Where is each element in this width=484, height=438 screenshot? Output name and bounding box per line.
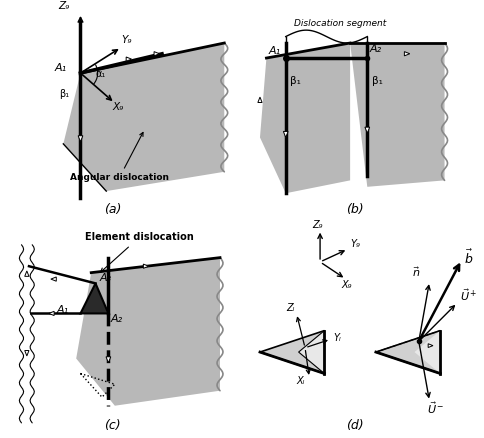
Text: Element dislocation: Element dislocation (85, 233, 194, 272)
Text: $\vec{n}$: $\vec{n}$ (412, 265, 421, 279)
Polygon shape (428, 344, 433, 347)
Text: Y₉: Y₉ (350, 239, 360, 249)
Text: (a): (a) (104, 202, 121, 215)
Polygon shape (260, 331, 324, 374)
Polygon shape (154, 52, 159, 56)
Text: A₁: A₁ (55, 63, 67, 73)
Text: α₁: α₁ (95, 69, 106, 79)
Polygon shape (404, 52, 410, 56)
Text: (b): (b) (346, 202, 363, 215)
Text: Yₗ: Yₗ (333, 333, 341, 343)
Polygon shape (126, 57, 132, 61)
Polygon shape (106, 357, 111, 363)
Text: $\vec{U}^+$: $\vec{U}^+$ (460, 287, 477, 303)
Text: Z₉: Z₉ (59, 1, 70, 11)
Text: β₁: β₁ (290, 76, 301, 86)
Text: $\vec{b}$: $\vec{b}$ (464, 249, 473, 267)
Text: X₉: X₉ (342, 280, 352, 290)
Text: A₂: A₂ (369, 44, 381, 53)
Polygon shape (49, 311, 54, 315)
Text: A₁: A₁ (269, 46, 281, 56)
Polygon shape (350, 43, 445, 187)
Polygon shape (25, 271, 29, 276)
Text: Angular dislocation: Angular dislocation (70, 132, 169, 182)
Polygon shape (78, 136, 83, 142)
Text: Dislocation segment: Dislocation segment (294, 19, 387, 28)
Text: A₂: A₂ (110, 314, 122, 324)
Text: (c): (c) (105, 419, 121, 432)
Polygon shape (376, 331, 440, 374)
Text: Xₗ: Xₗ (297, 376, 305, 386)
Polygon shape (299, 331, 324, 374)
Text: Y₉: Y₉ (121, 35, 132, 45)
Polygon shape (25, 350, 29, 356)
Text: A₃: A₃ (100, 273, 112, 283)
Polygon shape (76, 258, 220, 406)
Text: β₁: β₁ (59, 88, 69, 99)
Text: Zₗ: Zₗ (286, 303, 294, 313)
Polygon shape (143, 264, 149, 268)
Polygon shape (80, 283, 108, 314)
Polygon shape (365, 127, 370, 133)
Text: A₁: A₁ (57, 305, 69, 315)
Text: Z₉: Z₉ (313, 219, 323, 230)
Polygon shape (414, 331, 440, 374)
Text: $\vec{U}^-$: $\vec{U}^-$ (427, 401, 445, 416)
Polygon shape (63, 43, 224, 191)
Text: (d): (d) (346, 419, 363, 432)
Polygon shape (260, 43, 350, 193)
Text: β₁: β₁ (372, 76, 382, 86)
Text: X₉: X₉ (113, 102, 124, 112)
Polygon shape (283, 131, 288, 138)
Polygon shape (258, 97, 262, 102)
Polygon shape (51, 277, 56, 281)
